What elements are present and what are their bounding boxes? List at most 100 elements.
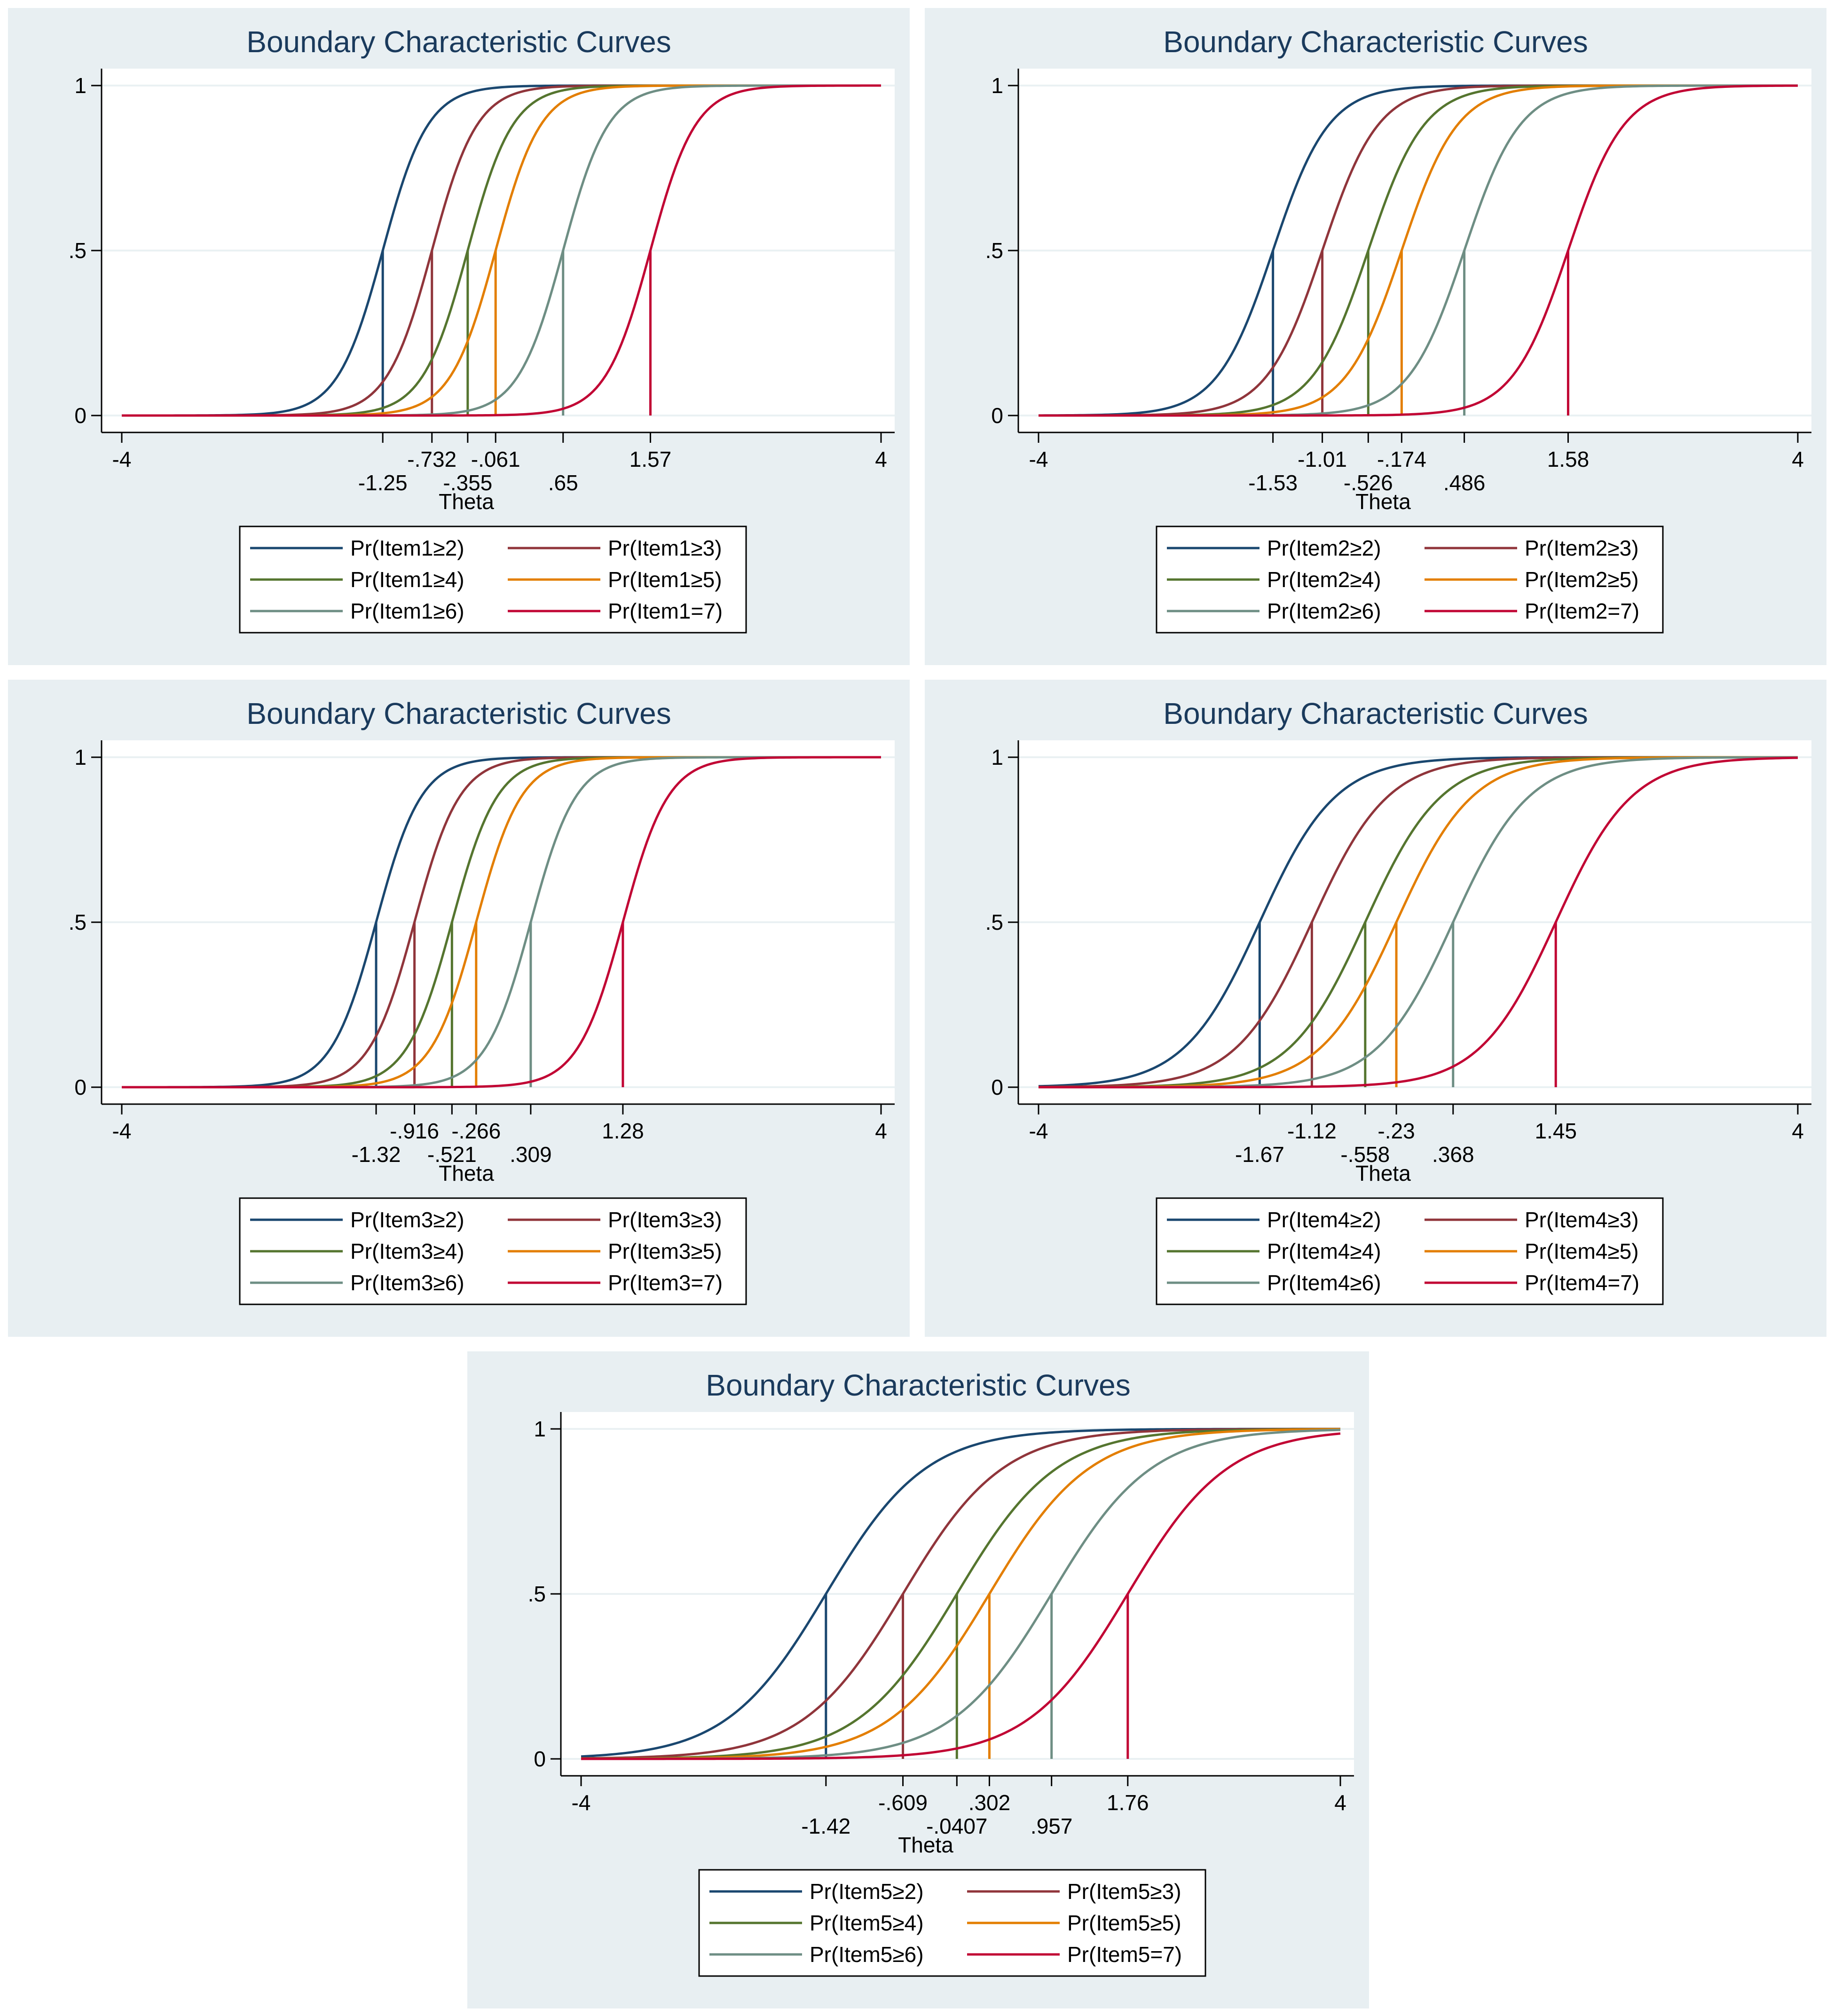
threshold-label: 1.58	[1547, 447, 1590, 471]
threshold-label: -.174	[1377, 447, 1426, 471]
y-tick-label: 1	[991, 73, 1003, 98]
y-tick-label: 0	[991, 1075, 1003, 1099]
x-tick-label: 4	[1792, 447, 1804, 471]
threshold-label: -.558	[1340, 1142, 1390, 1167]
legend-label: Pr(Item5=7)	[1067, 1942, 1182, 1967]
legend-label: Pr(Item1≥6)	[350, 599, 464, 623]
legend-label: Pr(Item1=7)	[608, 599, 723, 623]
y-tick-label: 1	[991, 745, 1003, 769]
threshold-label: .65	[548, 471, 578, 495]
x-tick-label: -4	[112, 447, 132, 471]
y-tick-label: .5	[69, 238, 87, 263]
threshold-label: -.732	[407, 447, 457, 471]
x-tick-label: -4	[572, 1790, 591, 1815]
legend-label: Pr(Item5≥3)	[1067, 1879, 1181, 1904]
threshold-label: -1.67	[1235, 1142, 1284, 1167]
x-axis-title: Theta	[439, 489, 494, 514]
y-tick-label: 0	[534, 1747, 546, 1771]
x-tick-label: 4	[1334, 1790, 1346, 1815]
chart-panel-1: Boundary Characteristic Curves 0 .5 1 -4 4 -1.…	[8, 8, 910, 665]
x-tick-label: 4	[875, 1119, 887, 1143]
x-axis-title: Theta	[439, 1161, 494, 1185]
legend-label: Pr(Item4≥4)	[1267, 1239, 1381, 1263]
threshold-label: -1.25	[358, 471, 408, 495]
x-tick-label: -4	[112, 1119, 132, 1143]
y-tick-label: .5	[985, 238, 1003, 263]
series-curve-2	[581, 1428, 1341, 1760]
threshold-label: 1.76	[1107, 1790, 1149, 1815]
threshold-label: -.521	[427, 1142, 477, 1167]
threshold-label: -.609	[878, 1790, 928, 1815]
chart-title: Boundary Characteristic Curves	[706, 1368, 1130, 1402]
series-curve-6	[581, 1432, 1341, 1760]
legend-label: Pr(Item5≥6)	[810, 1942, 924, 1967]
chart-panel-5: Boundary Characteristic Curves 0 .5 1 -4 4 -1.…	[467, 1351, 1369, 2008]
x-tick-label: -4	[1029, 447, 1048, 471]
threshold-label: .486	[1443, 471, 1486, 495]
threshold-label: -.23	[1377, 1119, 1415, 1143]
chart-panel-2: Boundary Characteristic Curves 0 .5 1 -4 4 -1.…	[925, 8, 1826, 665]
threshold-label: -.526	[1344, 471, 1393, 495]
legend-label: Pr(Item5≥2)	[810, 1879, 924, 1904]
legend-label: Pr(Item2≥5)	[1525, 567, 1639, 592]
legend-label: Pr(Item2≥6)	[1267, 599, 1381, 623]
threshold-label: -.916	[390, 1119, 439, 1143]
chart-panel-3: Boundary Characteristic Curves 0 .5 1 -4 4 -1.…	[8, 680, 910, 1337]
chart-title: Boundary Characteristic Curves	[246, 697, 671, 730]
legend-label: Pr(Item3≥4)	[350, 1239, 464, 1263]
legend-label: Pr(Item5≥5)	[1067, 1911, 1181, 1935]
legend-label: Pr(Item1≥2)	[350, 536, 464, 560]
legend-label: Pr(Item5≥4)	[810, 1911, 924, 1935]
series-curve-6	[122, 756, 881, 1089]
y-tick-label: 0	[991, 403, 1003, 428]
legend-label: Pr(Item4=7)	[1525, 1271, 1639, 1295]
x-axis-title: Theta	[1355, 489, 1411, 514]
chart-panel-4: Boundary Characteristic Curves 0 .5 1 -4 4 -1.…	[925, 680, 1826, 1337]
y-tick-label: .5	[69, 910, 87, 934]
chart-title: Boundary Characteristic Curves	[1163, 25, 1588, 59]
threshold-label: -.355	[443, 471, 492, 495]
series-curve-6	[1039, 84, 1798, 417]
legend-label: Pr(Item2≥2)	[1267, 536, 1381, 560]
threshold-label: -1.53	[1248, 471, 1298, 495]
threshold-label: .302	[968, 1790, 1011, 1815]
legend-label: Pr(Item4≥5)	[1525, 1239, 1639, 1263]
y-tick-label: .5	[985, 910, 1003, 934]
threshold-label: -1.12	[1287, 1119, 1337, 1143]
threshold-label: 1.57	[630, 447, 672, 471]
threshold-label: -.266	[451, 1119, 501, 1143]
series-curve-6	[122, 84, 881, 417]
threshold-label: -1.32	[352, 1142, 401, 1167]
threshold-label: 1.28	[602, 1119, 644, 1143]
threshold-label: .368	[1432, 1142, 1474, 1167]
legend-label: Pr(Item4≥3)	[1525, 1208, 1639, 1232]
legend-label: Pr(Item3=7)	[608, 1271, 723, 1295]
legend-label: Pr(Item3≥2)	[350, 1208, 464, 1232]
chart-title: Boundary Characteristic Curves	[246, 25, 671, 59]
legend-label: Pr(Item2≥3)	[1525, 536, 1639, 560]
x-tick-label: 4	[875, 447, 887, 471]
legend-label: Pr(Item3≥5)	[608, 1239, 722, 1263]
legend-label: Pr(Item3≥3)	[608, 1208, 722, 1232]
x-axis-title: Theta	[1355, 1161, 1411, 1185]
y-tick-label: 0	[74, 403, 87, 428]
series-curve-6	[1039, 756, 1798, 1089]
threshold-label: -1.42	[801, 1814, 850, 1838]
y-tick-label: 1	[534, 1417, 546, 1441]
threshold-label: .309	[510, 1142, 552, 1167]
legend-label: Pr(Item4≥6)	[1267, 1271, 1381, 1295]
threshold-label: 1.45	[1535, 1119, 1577, 1143]
y-tick-label: .5	[528, 1582, 546, 1606]
legend-label: Pr(Item4≥2)	[1267, 1208, 1381, 1232]
threshold-label: -.0407	[926, 1814, 987, 1838]
legend-label: Pr(Item2≥4)	[1267, 567, 1381, 592]
legend-label: Pr(Item2=7)	[1525, 599, 1639, 623]
legend-label: Pr(Item1≥4)	[350, 567, 464, 592]
threshold-label: -.061	[471, 447, 520, 471]
y-tick-label: 0	[74, 1075, 87, 1099]
x-axis-title: Theta	[898, 1833, 953, 1857]
y-tick-label: 1	[74, 745, 87, 769]
legend-label: Pr(Item1≥3)	[608, 536, 722, 560]
chart-title: Boundary Characteristic Curves	[1163, 697, 1588, 730]
